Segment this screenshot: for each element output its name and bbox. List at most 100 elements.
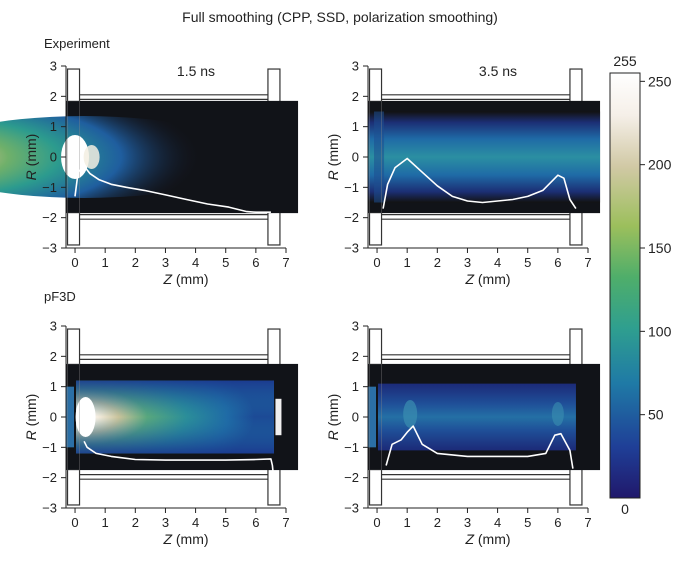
profile-line [385,425,574,469]
x-axis-label-unit: (mm) [474,531,511,547]
x-tick-label: 2 [434,255,441,270]
y-tick-label: −3 [344,501,359,516]
x-tick-label: 6 [554,515,561,530]
y-tick-label: −3 [42,241,57,256]
x-tick-label: 1 [404,255,411,270]
profile-line [83,440,275,481]
y-tick-label: −1 [42,180,57,195]
x-tick-label: 1 [102,255,109,270]
x-axis-label-var: Z [162,531,172,547]
x-tick-label: 0 [373,255,380,270]
x-tick-label: 3 [162,255,169,270]
colorbar-top-label: 255 [613,53,637,69]
y-tick-label: −1 [344,180,359,195]
left-plate-overlay [369,100,382,214]
colorbar-tick-label: 100 [648,323,672,339]
colorbar-bottom-label: 0 [621,501,629,517]
time-label: 3.5 ns [479,63,517,79]
heatmap-exit [275,398,282,436]
y-tick-label: 0 [50,150,57,165]
y-tick-label: 1 [50,119,57,134]
x-axis-label-unit: (mm) [474,271,511,287]
y-tick-label: −2 [344,470,359,485]
y-tick-label: 3 [50,319,57,334]
x-tick-label: 3 [464,515,471,530]
y-tick-label: 0 [352,150,359,165]
x-tick-label: 7 [282,255,289,270]
profile-line [382,157,577,210]
y-tick-label: 2 [352,89,359,104]
x-tick-label: 2 [132,515,139,530]
x-tick-label: 0 [71,255,78,270]
x-tick-label: 5 [222,255,229,270]
y-axis-label-unit: (mm) [23,134,39,171]
y-tick-label: 3 [352,319,359,334]
x-tick-label: 1 [404,515,411,530]
x-tick-label: 7 [584,515,591,530]
heatmap-secondary-spot [83,145,100,169]
y-tick-label: −2 [344,210,359,225]
x-axis-label-unit: (mm) [172,531,209,547]
left-plate-overlay [67,100,80,214]
x-tick-label: 3 [162,515,169,530]
y-axis-label-unit: (mm) [23,394,39,431]
y-axis-label-var: R [23,430,39,440]
heatmap-entrance [66,386,74,448]
x-tick-label: 6 [554,255,561,270]
profile-line [74,165,271,213]
x-tick-label: 6 [252,255,259,270]
y-tick-label: 2 [50,349,57,364]
x-tick-label: 7 [282,515,289,530]
colorbar-tick-label: 150 [648,240,672,256]
y-tick-label: 3 [50,59,57,74]
x-tick-label: 0 [373,515,380,530]
y-tick-label: 1 [352,379,359,394]
y-tick-label: 1 [50,379,57,394]
heatmap-band [368,111,601,203]
x-axis-label-var: Z [464,271,474,287]
heatmap-peak-left [403,399,418,428]
y-tick-label: 1 [352,119,359,134]
row-label-experiment: Experiment [44,36,110,51]
x-tick-label: 5 [524,515,531,530]
y-axis-label-unit: (mm) [325,134,341,171]
y-axis-label-var: R [325,170,341,180]
x-tick-label: 5 [222,515,229,530]
x-tick-label: 7 [584,255,591,270]
x-tick-label: 3 [464,255,471,270]
y-axis-label: R (mm) [23,134,39,181]
x-tick-label: 4 [494,515,501,530]
x-axis-label: Z (mm) [162,271,208,287]
row-label-pf3d: pF3D [44,289,76,304]
y-tick-label: −3 [344,241,359,256]
colorbar: 255 0 250 200 150 100 50 [609,53,672,517]
y-tick-label: 0 [50,410,57,425]
y-tick-label: 0 [352,410,359,425]
x-tick-label: 5 [524,255,531,270]
colorbar-gradient [609,72,641,499]
heatmap-hot-spot [75,397,96,437]
figure-title: Full smoothing (CPP, SSD, polarization s… [182,9,498,25]
heatmap-entrance [374,111,385,203]
y-axis-label: R (mm) [325,134,341,181]
x-axis-label-var: Z [162,271,172,287]
colorbar-tick-label: 200 [648,157,672,173]
y-tick-label: −3 [42,501,57,516]
x-tick-label: 6 [252,515,259,530]
y-axis-label: R (mm) [325,394,341,441]
y-tick-label: −1 [344,440,359,455]
y-axis-label-unit: (mm) [325,394,341,431]
y-axis-label-var: R [325,430,341,440]
y-tick-label: −1 [42,440,57,455]
x-axis-label-unit: (mm) [172,271,209,287]
left-plate-overlay [67,363,80,471]
y-tick-label: −2 [42,470,57,485]
x-tick-label: 4 [192,515,199,530]
time-label: 1.5 ns [177,63,215,79]
y-tick-label: 3 [352,59,359,74]
